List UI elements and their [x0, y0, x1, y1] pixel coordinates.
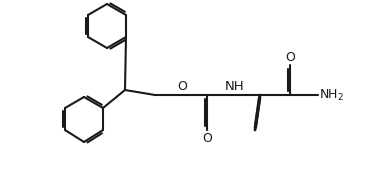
Text: NH: NH — [225, 80, 245, 93]
Text: O: O — [202, 132, 212, 145]
Text: NH$_2$: NH$_2$ — [319, 87, 344, 102]
Text: O: O — [177, 80, 187, 93]
Text: O: O — [285, 51, 295, 64]
